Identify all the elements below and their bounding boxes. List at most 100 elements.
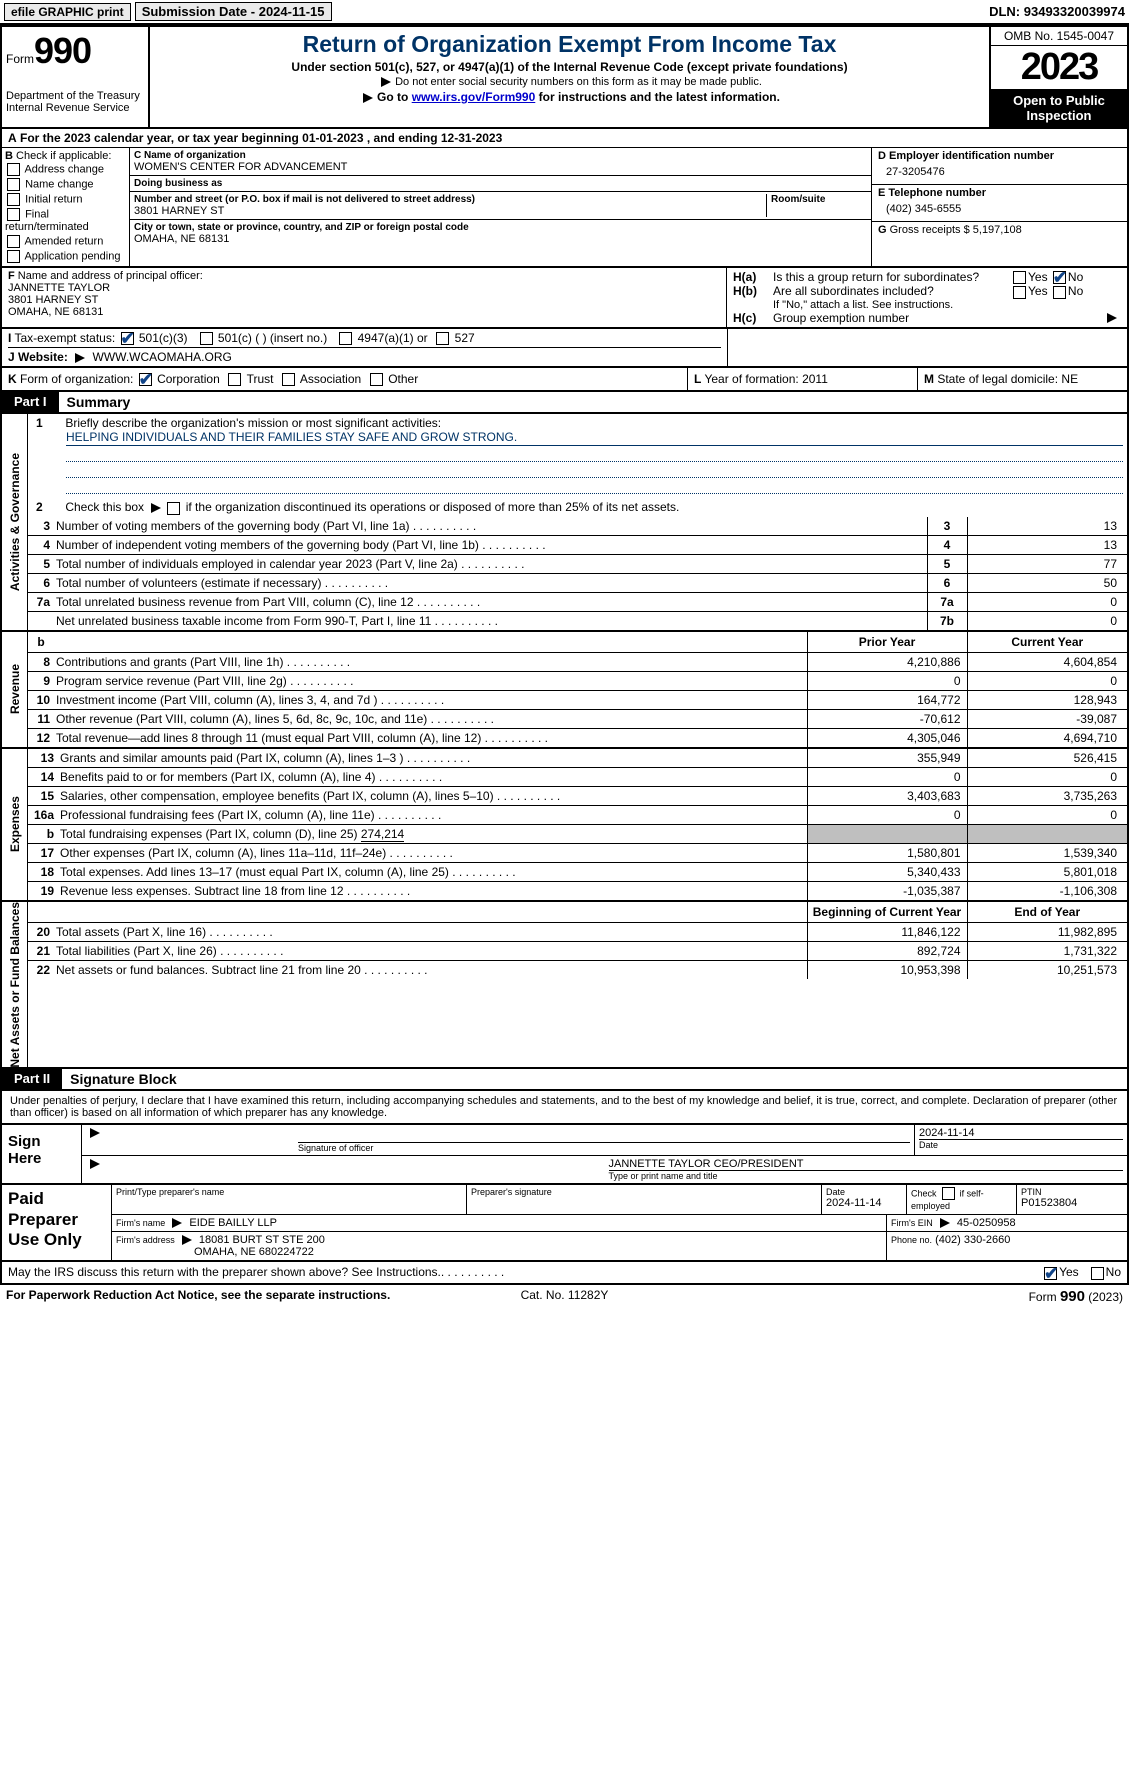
line-number: 8 (28, 652, 54, 671)
check-amended-return[interactable]: Amended return (5, 234, 126, 249)
prior-year-header: Prior Year (807, 632, 967, 653)
check-name-change[interactable]: Name change (5, 177, 126, 192)
officer-street: 3801 HARNEY ST (8, 294, 98, 306)
k-label: K (8, 372, 17, 386)
hdr-spacer (28, 902, 54, 923)
discuss-yes-checkbox[interactable] (1044, 1267, 1057, 1280)
line-number: 18 (28, 862, 58, 881)
form-word: Form (6, 52, 34, 66)
line-number: 11 (28, 709, 54, 728)
prior-year-value: 355,949 (807, 749, 967, 768)
prep-sig-label: Preparer's signature (471, 1187, 817, 1197)
discuss-no-label: No (1106, 1265, 1121, 1279)
table-row: 18Total expenses. Add lines 13–17 (must … (28, 862, 1127, 881)
k-other-checkbox[interactable] (370, 373, 383, 386)
line-description: Net unrelated business taxable income fr… (54, 611, 927, 630)
table-row: 19Revenue less expenses. Subtract line 1… (28, 881, 1127, 900)
firm-name-value: EIDE BAILLY LLP (189, 1217, 277, 1229)
q2-discontinued: 2 Check this box if the organization dis… (28, 498, 1127, 516)
prior-year-value: 5,340,433 (807, 862, 967, 881)
table-header-row: bPrior YearCurrent Year (28, 632, 1127, 653)
hb-no-checkbox[interactable] (1053, 286, 1066, 299)
check-initial-return[interactable]: Initial return (5, 192, 126, 207)
line-description: Total assets (Part X, line 16) . . . . .… (54, 922, 807, 941)
net-assets-section: Net Assets or Fund Balances Beginning of… (0, 902, 1129, 1070)
ha-yes-label: Yes (1028, 270, 1048, 284)
i-527-label: 527 (455, 331, 475, 345)
dln-value: 93493320039974 (1024, 4, 1125, 19)
ha-label: H(a) (733, 270, 773, 284)
table-row: 14Benefits paid to or for members (Part … (28, 767, 1127, 786)
discuss-no-checkbox[interactable] (1091, 1267, 1104, 1280)
perjury-statement: Under penalties of perjury, I declare th… (0, 1091, 1129, 1123)
current-year-value: -1,106,308 (967, 881, 1127, 900)
check-address-change[interactable]: Address change (5, 162, 126, 177)
col-h-group: H(a) Is this a group return for subordin… (727, 268, 1127, 327)
l-text: Year of formation: (701, 372, 802, 386)
line-box: 7a (927, 592, 967, 611)
k-assoc-checkbox[interactable] (282, 373, 295, 386)
q2-checkbox[interactable] (167, 502, 180, 515)
hb-text: Are all subordinates included? (773, 284, 1011, 298)
i-501c-checkbox[interactable] (200, 332, 213, 345)
arrow-icon (381, 77, 391, 87)
mission-text: HELPING INDIVIDUALS AND THEIR FAMILIES S… (66, 430, 1123, 446)
row-j-website: J Website: WWW.WCAOMAHA.ORG (8, 347, 721, 364)
line-description: Number of voting members of the governin… (54, 517, 927, 536)
i-527-checkbox[interactable] (436, 332, 449, 345)
k-trust-checkbox[interactable] (228, 373, 241, 386)
discuss-yes-label: Yes (1059, 1265, 1079, 1279)
c-street-row: Number and street (or P.O. box if mail i… (130, 192, 871, 220)
line-number: 3 (28, 517, 54, 536)
part1-title: Summary (59, 392, 139, 412)
g-gross-cell: G Gross receipts $ 5,197,108 (872, 222, 1127, 266)
prior-year-header: Beginning of Current Year (807, 902, 967, 923)
q2-text-b: if the organization discontinued its ope… (182, 500, 679, 514)
check-final-return[interactable]: Final return/terminated (5, 207, 126, 234)
line-box: 4 (927, 535, 967, 554)
line-description: Other expenses (Part IX, column (A), lin… (58, 843, 807, 862)
ha-yes-checkbox[interactable] (1013, 271, 1026, 284)
line-box: 5 (927, 554, 967, 573)
check-application-pending[interactable]: Application pending (5, 249, 126, 264)
expenses-tab: Expenses (2, 749, 28, 900)
i-4947-checkbox[interactable] (339, 332, 352, 345)
table-row: 8Contributions and grants (Part VIII, li… (28, 652, 1127, 671)
cat-no: Cat. No. 11282Y (465, 1288, 665, 1305)
line-number: 15 (28, 786, 58, 805)
current-year-value: 1,539,340 (967, 843, 1127, 862)
line-description: Benefits paid to or for members (Part IX… (58, 767, 807, 786)
efile-graphic-print-button[interactable]: efile GRAPHIC print (4, 3, 131, 21)
table-row: 13Grants and similar amounts paid (Part … (28, 749, 1127, 768)
j-label: J (8, 350, 15, 364)
table-row: bTotal fundraising expenses (Part IX, co… (28, 824, 1127, 843)
net-assets-tab: Net Assets or Fund Balances (2, 902, 28, 1068)
q2-text-a: Check this box (65, 500, 147, 514)
governance-row: 3Number of voting members of the governi… (28, 517, 1127, 536)
sig-date-value: 2024-11-14 (919, 1127, 1123, 1140)
row-a-end: 12-31-2023 (441, 131, 502, 145)
governance-row: 4Number of independent voting members of… (28, 535, 1127, 554)
irs-link[interactable]: www.irs.gov/Form990 (412, 90, 536, 104)
self-employed-checkbox[interactable] (942, 1187, 955, 1200)
governance-row: 7aTotal unrelated business revenue from … (28, 592, 1127, 611)
arrow-icon (940, 1218, 950, 1228)
line-description: Contributions and grants (Part VIII, lin… (54, 652, 807, 671)
table-row: 12Total revenue—add lines 8 through 11 (… (28, 728, 1127, 747)
open-to-public: Open to Public Inspection (991, 89, 1127, 127)
c-street-label: Number and street (or P.O. box if mail i… (134, 194, 762, 205)
k-corp-checkbox[interactable] (139, 373, 152, 386)
line-description: Investment income (Part VIII, column (A)… (54, 690, 807, 709)
discuss-dots: . . . . . . . . . . (441, 1265, 504, 1279)
ha-no-checkbox[interactable] (1053, 271, 1066, 284)
arrow-icon (90, 1128, 100, 1138)
current-year-header: Current Year (967, 632, 1127, 653)
governance-table: 3Number of voting members of the governi… (28, 517, 1127, 630)
i-501c3-checkbox[interactable] (121, 332, 134, 345)
e-phone-label: E Telephone number (878, 187, 986, 199)
hb-yes-checkbox[interactable] (1013, 286, 1026, 299)
submission-date-box: Submission Date - 2024-11-15 (135, 2, 332, 21)
table-header-row: Beginning of Current YearEnd of Year (28, 902, 1127, 923)
table-row: 9Program service revenue (Part VIII, lin… (28, 671, 1127, 690)
block-bcdeg: B Check if applicable: Address change Na… (0, 148, 1129, 268)
